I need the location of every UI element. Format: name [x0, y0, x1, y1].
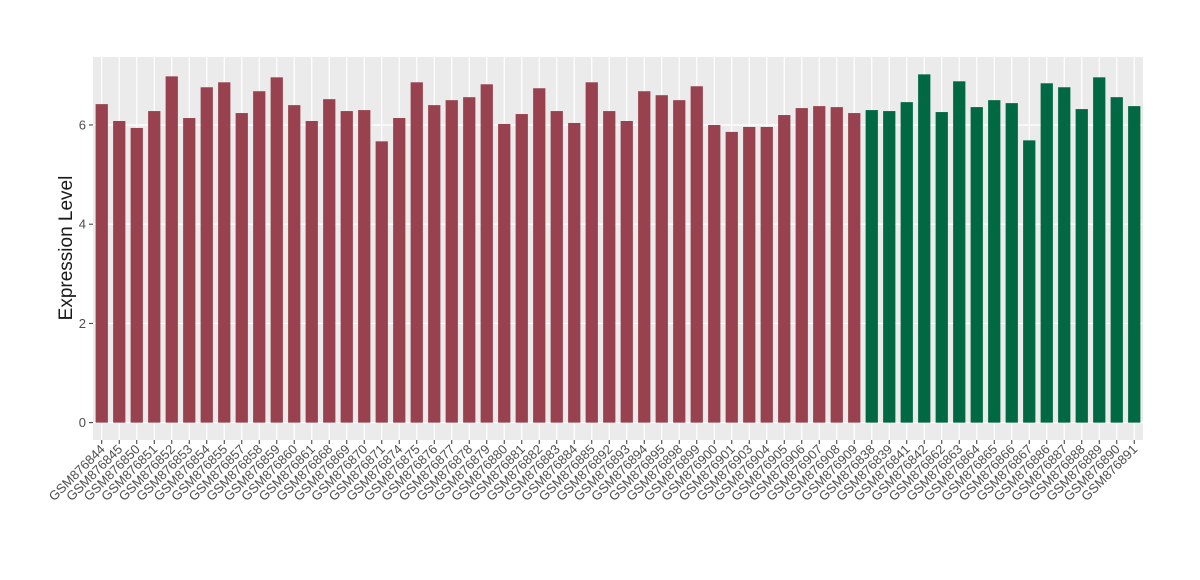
- bar: [1075, 109, 1088, 423]
- bar: [113, 120, 126, 423]
- plot-panel: [93, 57, 1143, 440]
- bar: [550, 111, 563, 423]
- bar: [568, 122, 581, 423]
- bar: [865, 110, 878, 423]
- bar: [673, 100, 686, 423]
- bar: [1023, 140, 1036, 423]
- bar: [463, 97, 476, 423]
- bar: [620, 120, 633, 423]
- bar: [795, 108, 808, 423]
- bar: [95, 104, 108, 423]
- y-tick-label: 2: [79, 316, 86, 331]
- bar: [813, 106, 826, 423]
- bar: [288, 105, 301, 423]
- bar: [218, 82, 231, 423]
- bar: [988, 100, 1001, 423]
- bar: [1110, 97, 1123, 423]
- bar: [445, 100, 458, 423]
- bar: [708, 124, 721, 423]
- bar: [270, 77, 283, 423]
- bar: [498, 123, 511, 423]
- bar: [200, 87, 213, 423]
- y-axis-title: Expression Level: [56, 176, 77, 321]
- bar: [655, 95, 668, 423]
- bar: [830, 107, 843, 423]
- y-tick-label: 6: [79, 117, 86, 132]
- bar: [183, 118, 196, 423]
- bar: [743, 126, 756, 423]
- bar: [533, 88, 546, 423]
- bar: [690, 86, 703, 423]
- bar: [305, 120, 318, 423]
- bar: [778, 115, 791, 423]
- bar: [253, 91, 266, 423]
- y-tick-label: 0: [79, 415, 86, 430]
- bar: [935, 112, 948, 423]
- bar: [883, 111, 896, 423]
- bar: [358, 110, 371, 423]
- bar: [585, 82, 598, 423]
- bar: [1040, 83, 1053, 423]
- bar: [1093, 77, 1106, 423]
- bar: [848, 113, 861, 423]
- bar: [340, 111, 353, 423]
- bar: [165, 76, 178, 423]
- bar: [638, 91, 651, 423]
- bar: [725, 131, 738, 423]
- bar: [760, 126, 773, 423]
- bar: [1058, 87, 1071, 423]
- bar: [323, 99, 336, 423]
- bar: [918, 74, 931, 423]
- bar: [393, 118, 406, 423]
- y-tick-label: 4: [79, 217, 86, 232]
- bar: [375, 141, 388, 423]
- bar: [130, 127, 143, 423]
- bar: [235, 113, 248, 423]
- bar: [410, 82, 423, 423]
- bar: [603, 111, 616, 423]
- bar: [515, 114, 528, 423]
- bar: [1005, 103, 1018, 423]
- bar: [953, 81, 966, 423]
- bar: [428, 105, 441, 423]
- bar: [1128, 106, 1141, 423]
- bar: [480, 84, 493, 423]
- bar: [900, 102, 913, 423]
- bar: [970, 107, 983, 423]
- bar: [148, 111, 161, 423]
